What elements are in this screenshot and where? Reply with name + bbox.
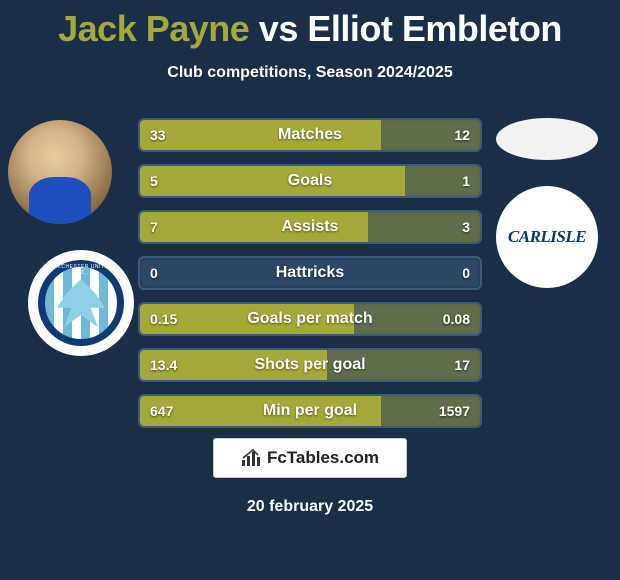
bar-row: 0.15 Goals per match 0.08 — [138, 302, 482, 336]
bar-label: Min per goal — [140, 396, 480, 426]
player2-club-badge-text: CARLISLE — [508, 227, 586, 247]
bar-val-right: 12 — [454, 120, 470, 150]
brand-text: FcTables.com — [267, 448, 379, 468]
player2-club-badge: CARLISLE — [496, 186, 598, 288]
player1-photo — [8, 120, 112, 224]
bar-row: 13.4 Shots per goal 17 — [138, 348, 482, 382]
player1-club-badge: COLCHESTER UNITED FC — [28, 250, 134, 356]
player2-photo — [496, 118, 598, 160]
bar-val-right: 0 — [462, 258, 470, 288]
eagle-icon — [57, 279, 105, 327]
bar-label: Shots per goal — [140, 350, 480, 380]
bar-val-right: 1 — [462, 166, 470, 196]
subtitle: Club competitions, Season 2024/2025 — [0, 64, 620, 82]
player1-name: Jack Payne — [58, 8, 249, 49]
bar-label: Assists — [140, 212, 480, 242]
bar-val-right: 0.08 — [443, 304, 470, 334]
bar-label: Goals — [140, 166, 480, 196]
player2-name: Elliot Embleton — [307, 8, 562, 49]
date-label: 20 february 2025 — [0, 498, 620, 516]
bar-row: 0 Hattricks 0 — [138, 256, 482, 290]
brand-box[interactable]: FcTables.com — [213, 438, 407, 478]
bar-val-right: 3 — [462, 212, 470, 242]
bar-label: Goals per match — [140, 304, 480, 334]
title-vs: vs — [259, 8, 298, 49]
bar-row: 7 Assists 3 — [138, 210, 482, 244]
comparison-bars: 33 Matches 12 5 Goals 1 7 Assists 3 0 Ha… — [138, 118, 482, 440]
chart-icon — [241, 448, 263, 468]
bar-label: Hattricks — [140, 258, 480, 288]
bar-row: 647 Min per goal 1597 — [138, 394, 482, 428]
bar-row: 33 Matches 12 — [138, 118, 482, 152]
player1-club-badge-text: COLCHESTER UNITED FC — [45, 264, 117, 276]
bar-row: 5 Goals 1 — [138, 164, 482, 198]
bar-val-right: 1597 — [439, 396, 470, 426]
right-avatars: CARLISLE — [496, 118, 606, 288]
bar-label: Matches — [140, 120, 480, 150]
left-avatars: COLCHESTER UNITED FC — [8, 120, 118, 356]
bar-val-right: 17 — [454, 350, 470, 380]
page-title: Jack Payne vs Elliot Embleton — [0, 0, 620, 50]
